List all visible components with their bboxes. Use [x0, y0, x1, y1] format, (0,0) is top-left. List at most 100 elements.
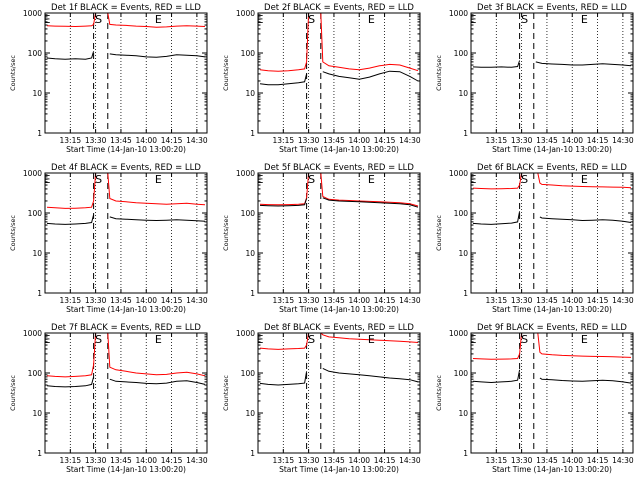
series-group	[46, 13, 206, 60]
x-tick-label: 13:30	[298, 296, 320, 305]
x-axis-label: Start Time (14-Jan-10 13:00:20)	[66, 305, 186, 314]
panel-title: Det 5f BLACK = Events, RED = LLD	[264, 163, 414, 173]
interval-marker-label: E	[44, 13, 51, 26]
x-tick-label: 13:15	[273, 296, 295, 305]
interval-marker-label: S	[95, 13, 102, 26]
interval-marker-label: E	[44, 173, 51, 186]
y-tick-label: 1000	[236, 329, 255, 338]
events-series-line	[46, 51, 206, 60]
events-series-line	[472, 60, 632, 68]
x-tick-label: 14:15	[374, 456, 396, 465]
x-tick-label: 13:30	[511, 136, 533, 145]
x-tick-label: 14:30	[399, 456, 421, 465]
x-axis-label: Start Time (14-Jan-10 13:00:20)	[492, 145, 612, 154]
events-series-line	[472, 369, 632, 384]
detector-panel: Det 4f BLACK = Events, RED = LLD 1 10 100 10…	[9, 163, 208, 314]
x-tick-label: 13:30	[85, 296, 107, 305]
x-tick-label: 14:00	[348, 456, 370, 465]
y-tick-label: 100	[454, 369, 469, 378]
y-tick-label: 10	[245, 249, 255, 258]
panel-title: Det 9f BLACK = Events, RED = LLD	[477, 323, 627, 333]
x-axis-label: Start Time (14-Jan-10 13:00:20)	[279, 145, 399, 154]
panel-title: Det 6f BLACK = Events, RED = LLD	[477, 163, 627, 173]
y-tick-label: 1000	[449, 169, 468, 178]
y-axis-label: Counts/sec	[435, 55, 443, 91]
panel-title: Det 4f BLACK = Events, RED = LLD	[51, 163, 201, 173]
interval-marker-label: E	[368, 333, 375, 346]
interval-marker-label: S	[521, 173, 528, 186]
y-tick-label: 1	[37, 289, 42, 298]
lld-series-line	[259, 333, 419, 350]
x-tick-label: 13:30	[511, 296, 533, 305]
plot-frame	[44, 172, 208, 294]
y-tick-label: 10	[458, 89, 468, 98]
events-series-line	[259, 70, 419, 86]
x-tick-label: 14:30	[612, 296, 634, 305]
x-tick-label: 13:30	[298, 456, 320, 465]
series-group	[259, 13, 419, 86]
x-tick-label: 13:45	[323, 136, 345, 145]
x-tick-label: 13:15	[60, 456, 82, 465]
x-tick-label: 13:30	[85, 136, 107, 145]
y-tick-label: 1000	[23, 169, 42, 178]
x-tick-label: 13:45	[536, 136, 558, 145]
x-tick-label: 14:00	[135, 136, 157, 145]
x-tick-label: 14:15	[161, 296, 183, 305]
detector-panel: Det 2f BLACK = Events, RED = LLD 1 10 100 10…	[222, 3, 421, 154]
plot-frame	[257, 332, 421, 454]
x-tick-label: 14:15	[161, 136, 183, 145]
y-axis-label: Counts/sec	[435, 215, 443, 251]
interval-marker-label: E	[581, 173, 588, 186]
y-tick-label: 1000	[449, 329, 468, 338]
y-axis-label: Counts/sec	[222, 215, 230, 251]
y-tick-label: 1	[463, 449, 468, 458]
y-axis-label: Counts/sec	[9, 215, 17, 251]
x-tick-label: 14:30	[399, 296, 421, 305]
x-tick-label: 14:15	[587, 136, 609, 145]
events-series-line	[472, 211, 632, 225]
y-tick-label: 1	[250, 449, 255, 458]
interval-marker-label: E	[257, 13, 264, 26]
interval-marker-label: S	[308, 173, 315, 186]
x-tick-label: 13:45	[110, 136, 132, 145]
series-group	[472, 60, 632, 68]
x-tick-label: 13:45	[536, 296, 558, 305]
x-tick-label: 13:30	[85, 456, 107, 465]
interval-marker-label: S	[308, 333, 315, 346]
interval-marker-label: E	[470, 173, 477, 186]
y-tick-label: 1	[463, 129, 468, 138]
interval-marker-label: S	[95, 173, 102, 186]
y-tick-label: 1	[250, 289, 255, 298]
y-axis-label: Counts/sec	[9, 55, 17, 91]
detector-panel: Det 5f BLACK = Events, RED = LLD 1 10 100 10…	[222, 163, 421, 314]
y-tick-label: 10	[245, 89, 255, 98]
plot-frame	[44, 332, 208, 454]
x-tick-label: 14:00	[348, 296, 370, 305]
y-tick-label: 100	[454, 49, 469, 58]
interval-marker-label: E	[155, 13, 162, 26]
panel-title: Det 2f BLACK = Events, RED = LLD	[264, 3, 414, 13]
y-tick-label: 100	[28, 369, 43, 378]
interval-marker-label: S	[95, 333, 102, 346]
x-axis-label: Start Time (14-Jan-10 13:00:20)	[492, 305, 612, 314]
plot-frame	[257, 12, 421, 134]
plot-frame	[470, 172, 634, 294]
y-tick-label: 10	[32, 409, 42, 418]
x-tick-label: 13:15	[273, 136, 295, 145]
x-tick-label: 14:15	[374, 296, 396, 305]
interval-marker-label: S	[308, 13, 315, 26]
interval-marker-label: E	[368, 173, 375, 186]
y-axis-label: Counts/sec	[9, 375, 17, 411]
detector-panel: Det 8f BLACK = Events, RED = LLD 1 10 100 10…	[222, 323, 421, 474]
interval-marker-label: E	[581, 333, 588, 346]
panel-title: Det 1f BLACK = Events, RED = LLD	[51, 3, 201, 13]
x-tick-label: 13:45	[110, 296, 132, 305]
x-tick-label: 14:00	[135, 296, 157, 305]
x-tick-label: 14:00	[561, 296, 583, 305]
x-tick-label: 14:30	[612, 136, 634, 145]
x-tick-label: 14:00	[561, 456, 583, 465]
x-tick-label: 13:30	[511, 456, 533, 465]
detector-panel: Det 7f BLACK = Events, RED = LLD 1 10 100 10…	[9, 323, 208, 474]
x-tick-label: 14:30	[399, 136, 421, 145]
